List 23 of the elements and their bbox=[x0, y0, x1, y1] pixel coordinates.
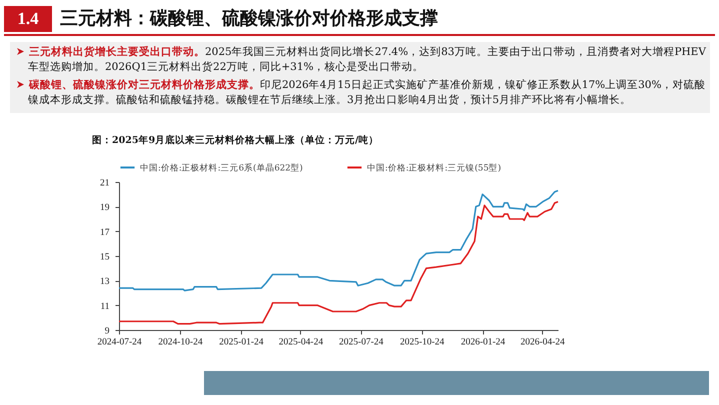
y-tick-label: 17 bbox=[100, 228, 110, 238]
y-tick-label: 19 bbox=[100, 203, 110, 214]
chart-title: 1.4 三元材料：碳酸锂、硫酸镍涨价对价格形成支撑 bbox=[17, 8, 438, 29]
x-tick-label: 2025-04-24 bbox=[278, 338, 324, 348]
y-tick-label: 9 bbox=[104, 326, 110, 336]
x-tick-label: 2024-07-24 bbox=[97, 338, 142, 348]
legend-label: 中国:价格:正极材料:三元镍(55型) bbox=[367, 162, 502, 174]
line-series bbox=[118, 200, 559, 325]
x-tick-label: 2026-04-24 bbox=[520, 338, 566, 348]
x-tick-label: 2024-10-24 bbox=[158, 338, 203, 348]
x-tick-label: 2025-10-24 bbox=[400, 338, 445, 348]
chart-subtitle: 图：2025年9月底以来三元材料价格大幅上涨（单位：万元/吨） bbox=[92, 134, 379, 147]
text: 三元材料出货增长主要受出口带动。2025年我国三元材料出货同比增长27.4%，达到83万吨。主要由于出口带动，且消费者对大增程PHEV车型选购增加。2026Q1三元材料出货22万吨，同比+31%，核心是受出口带动。 bbox=[28, 45, 706, 75]
y-tick-label: 13 bbox=[100, 277, 110, 288]
text: 碳酸锂、硫酸镍涨价对三元材料价格形成支撑。印尼2026年4月15日起正式实施矿产基准价新规，镍矿修正系数从17%上调至30%，对硫酸镍成本形成支撑。硫酸钴和硫酸锰持稳。碳酸锂在节后继续上涨。3月抢出口影响4月出货，预计5月排产环比将有小幅增长。 bbox=[28, 78, 706, 108]
y-tick-label: 11 bbox=[100, 302, 110, 312]
x-tick-label: 2026-01-24 bbox=[460, 338, 506, 348]
legend-label: 中国:价格:正极材料:三元6系(单晶622型) bbox=[140, 162, 303, 174]
x-tick-label: 2025-01-24 bbox=[219, 338, 264, 348]
x-tick-label: 2025-07-24 bbox=[339, 338, 384, 348]
y-tick-label: 21 bbox=[100, 178, 110, 188]
line-series bbox=[118, 190, 559, 292]
y-tick-label: 15 bbox=[100, 252, 110, 262]
